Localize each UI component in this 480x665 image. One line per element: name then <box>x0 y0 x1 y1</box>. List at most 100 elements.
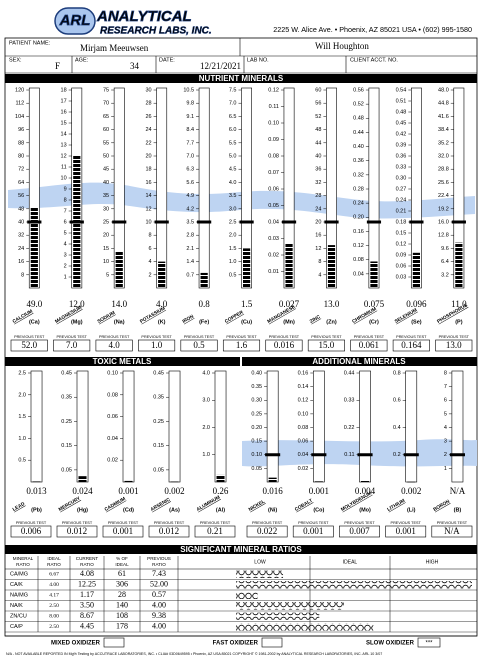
tick-label: 0.12 <box>298 398 309 404</box>
tick-label: 14 <box>61 131 67 137</box>
tick-label: 0.35 <box>153 395 164 401</box>
tick-label: 1 <box>64 274 67 280</box>
tick-label: 0.16 <box>298 370 309 376</box>
ratio-name: CA/MG <box>10 572 28 578</box>
result-value: 0.8 <box>199 299 211 309</box>
tick-label: 0.06 <box>396 263 407 269</box>
doctor-name: Will Houghton <box>315 41 369 51</box>
tick-label: 0.25 <box>61 419 72 425</box>
tick-label: 26 <box>145 114 151 120</box>
tick-label: 0.08 <box>353 257 364 263</box>
tick-label: 0.11 <box>344 452 354 458</box>
mineral-name: LITHIUM <box>386 498 406 513</box>
result-value: 0.001 <box>309 486 329 496</box>
tick-label: 0.15 <box>153 443 164 449</box>
tick-label: 1.0 <box>18 436 26 442</box>
result-value: 0.024 <box>72 486 93 496</box>
ratio-cell: 4.00 <box>152 601 166 610</box>
bar-frame <box>451 370 464 483</box>
ratio-name: NA/MG <box>10 593 28 599</box>
mineral-symbol: (Hg) <box>77 507 88 513</box>
tick-label: 0.35 <box>61 395 72 401</box>
section-title: TOXIC METALS <box>93 357 152 366</box>
tick-label: 16.0 <box>438 219 449 225</box>
tick-label: 112 <box>15 101 24 107</box>
tick-label: 2.0 <box>18 392 26 398</box>
column-header: IDEAL <box>115 562 129 567</box>
result-value: 0.002 <box>401 486 421 496</box>
tick-label: 16 <box>18 259 24 265</box>
tick-label: 0.27 <box>396 186 407 192</box>
tick-label: 8 <box>21 272 24 278</box>
bar-frame <box>156 87 168 289</box>
bar-frame <box>30 370 43 483</box>
logo-badge <box>54 7 96 35</box>
previous-value: 0.21 <box>207 526 223 536</box>
tick-label: 75 <box>103 87 109 93</box>
tick-label: 12.8 <box>438 233 449 239</box>
previous-test-label: PREVIOUS TEST <box>57 335 88 339</box>
tick-label: 3.0 <box>202 398 210 404</box>
previous-box <box>194 525 236 538</box>
tick-label: 12 <box>315 246 321 252</box>
ratio-cell: 12.25 <box>78 580 96 589</box>
previous-test-label: PREVIOUS TEST <box>269 335 300 339</box>
tick-label: 4 <box>444 425 447 431</box>
previous-test-label: PREVIOUS TEST <box>200 521 231 525</box>
tick-label: 0.09 <box>268 137 279 143</box>
tick-label: 0.10 <box>251 452 262 458</box>
previous-value: N/A <box>444 526 460 536</box>
tick-label: 10 <box>61 175 67 181</box>
ratio-cell: 108 <box>116 611 128 620</box>
previous-value: 0.007 <box>349 526 370 536</box>
tick-label: 3.5 <box>229 193 237 199</box>
bar-frame <box>76 370 89 483</box>
footer: N/A - NOT AVAILABLE REPORTED IN Mg% Test… <box>6 652 382 656</box>
tick-label: 0.12 <box>353 243 364 249</box>
tick-label: 7.7 <box>186 140 194 146</box>
previous-value: 1.0 <box>151 340 163 350</box>
tick-label: 6.4 <box>441 259 449 265</box>
ratio-cell: 4.00 <box>49 582 59 588</box>
previous-value: 0.012 <box>67 526 87 536</box>
tick-label: 8 <box>444 370 447 376</box>
column-header: MINERAL <box>13 556 34 561</box>
mineral-symbol: (Zn) <box>326 319 337 325</box>
tick-label: 13 <box>61 142 67 148</box>
tick-label: 8 <box>149 233 152 239</box>
previous-test-label: PREVIOUS TEST <box>108 521 139 525</box>
tick-label: 7 <box>444 384 447 390</box>
result-bar <box>115 251 123 288</box>
ideal-mark <box>451 220 466 224</box>
previous-test-label: PREVIOUS TEST <box>439 335 470 339</box>
previous-value: 7.0 <box>66 340 78 350</box>
tick-label: 25.6 <box>438 180 449 186</box>
tick-label: 20 <box>315 219 321 225</box>
tick-label: 6.3 <box>186 167 194 173</box>
section-bar <box>242 357 477 366</box>
tick-label: 22 <box>145 140 151 146</box>
result-value: 11.0 <box>451 299 467 309</box>
tick-label: 0.33 <box>396 164 407 170</box>
result-value: 0.027 <box>279 299 300 309</box>
tick-label: 0.05 <box>268 203 279 209</box>
column-header: IDEAL <box>47 556 61 561</box>
previous-test-label: PREVIOUS TEST <box>226 335 257 339</box>
tick-label: 20 <box>103 233 109 239</box>
tick-label: 6 <box>149 246 152 252</box>
ratio-cell: 4.00 <box>152 622 166 631</box>
previous-box <box>138 339 176 352</box>
ideal-mark <box>154 220 169 224</box>
tick-label: 35 <box>103 193 109 199</box>
tick-label: 0.45 <box>61 370 72 376</box>
result-value: 0.075 <box>364 299 385 309</box>
result-value: 0.016 <box>263 486 284 496</box>
field-label: DATE: <box>159 57 175 63</box>
tick-label: 4 <box>149 259 152 265</box>
result-value: 13.0 <box>324 299 340 309</box>
tick-label: 56 <box>18 193 24 199</box>
ideal-mark <box>366 220 382 224</box>
tick-label: 0.11 <box>269 104 279 110</box>
result-value: 1.5 <box>241 299 253 309</box>
